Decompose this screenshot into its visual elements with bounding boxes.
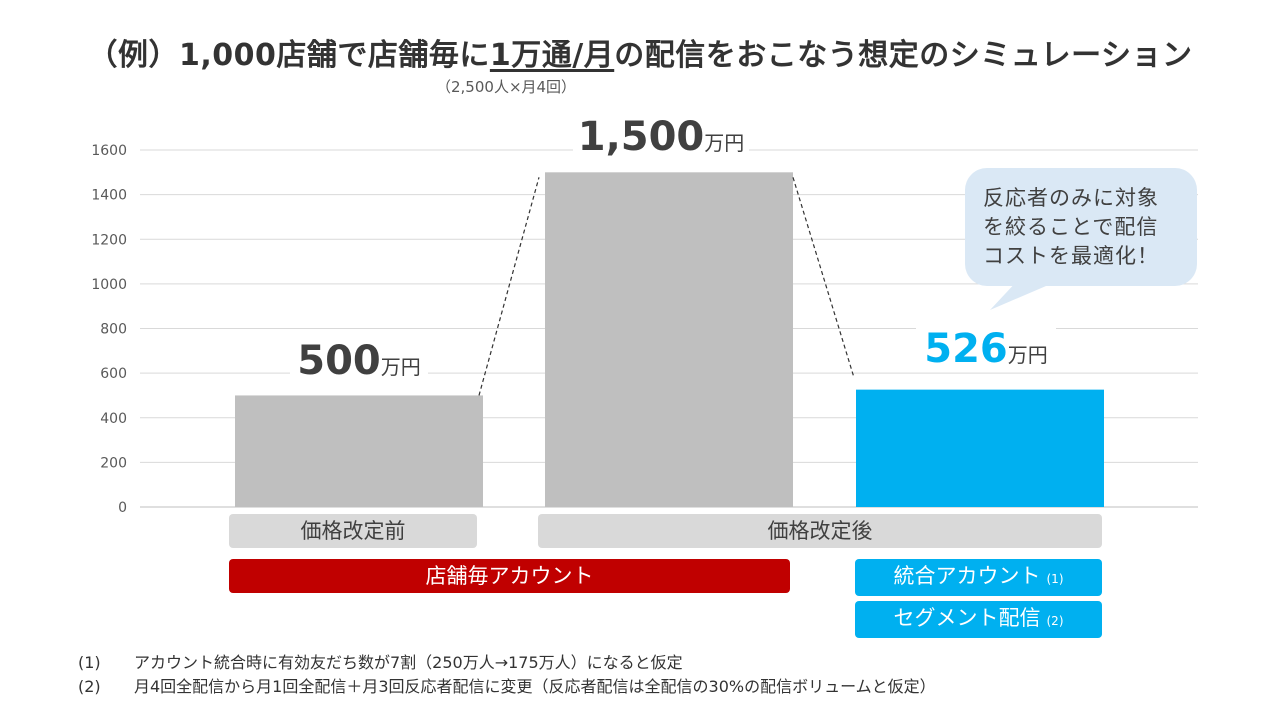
label-segment: セグメント配信 (2) xyxy=(855,601,1102,638)
segment-text: セグメント配信 xyxy=(893,606,1041,630)
bar xyxy=(545,172,793,507)
bar xyxy=(856,389,1104,507)
subtitle: （2,500人×月4回） xyxy=(436,78,577,96)
label-before: 価格改定前 xyxy=(229,514,477,548)
data-label-value: 1,500 xyxy=(578,114,705,160)
y-tick-label: 800 xyxy=(100,322,127,338)
label-integrated-account: 統合アカウント (1) xyxy=(855,559,1102,596)
callout-line-2: を絞ることで配信 xyxy=(983,215,1159,239)
y-tick-label: 1000 xyxy=(91,277,127,293)
data-label: 500万円 xyxy=(297,338,421,384)
integrated-account-text: 統合アカウント xyxy=(893,564,1041,588)
callout-bubble: 反応者のみに対象 を絞ることで配信 コストを最適化！ xyxy=(965,168,1197,286)
footnote-number: (2) xyxy=(78,677,101,696)
y-tick-label: 1400 xyxy=(91,188,127,204)
data-label-value: 500 xyxy=(297,338,381,384)
callout-line-1: 反応者のみに対象 xyxy=(983,186,1159,210)
footnotes: (1) アカウント統合時に有効友だち数が7割（250万人→175万人）になると仮… xyxy=(78,651,936,699)
data-label: 526万円 xyxy=(924,326,1048,372)
data-label-bg xyxy=(573,106,749,160)
y-tick-label: 400 xyxy=(100,411,127,427)
y-tick-label: 600 xyxy=(100,366,127,382)
data-label: 1,500万円 xyxy=(578,114,745,160)
bar xyxy=(235,395,483,507)
data-label-bg xyxy=(290,330,428,384)
data-label-value: 526 xyxy=(924,326,1008,372)
footnote-text: アカウント統合時に有効友だち数が7割（250万人→175万人）になると仮定 xyxy=(134,653,683,672)
integrated-account-note: (1) xyxy=(1046,572,1064,586)
data-label-bg xyxy=(916,318,1056,372)
footnote: (1) アカウント統合時に有効友だち数が7割（250万人→175万人）になると仮… xyxy=(78,651,936,675)
title-prefix: （例）1,000店舗で店舗毎に xyxy=(87,38,490,73)
footnote: (2) 月4回全配信から月1回全配信＋月3回反応者配信に変更（反応者配信は全配信… xyxy=(78,675,936,699)
y-tick-label: 0 xyxy=(118,500,127,516)
label-after: 価格改定後 xyxy=(538,514,1102,548)
y-tick-label: 1200 xyxy=(91,232,127,248)
footnote-text: 月4回全配信から月1回全配信＋月3回反応者配信に変更（反応者配信は全配信の30%… xyxy=(134,677,936,696)
label-store-account: 店舗毎アカウント xyxy=(229,559,790,593)
footnote-number: (1) xyxy=(78,653,101,672)
callout-line-3: コストを最適化！ xyxy=(983,244,1159,268)
title-underlined: 1万通/月 xyxy=(489,38,615,73)
y-tick-label: 1600 xyxy=(91,143,127,159)
data-label-unit: 万円 xyxy=(704,131,744,155)
connector-line xyxy=(478,177,540,396)
data-label-unit: 万円 xyxy=(1008,343,1048,367)
title-suffix: の配信をおこなう想定のシミュレーション xyxy=(614,38,1193,73)
y-tick-label: 200 xyxy=(100,455,127,471)
page-title: （例）1,000店舗で店舗毎に1万通/月の配信をおこなう想定のシミュレーション xyxy=(0,30,1280,74)
data-label-unit: 万円 xyxy=(381,355,421,379)
segment-note: (2) xyxy=(1046,614,1064,628)
